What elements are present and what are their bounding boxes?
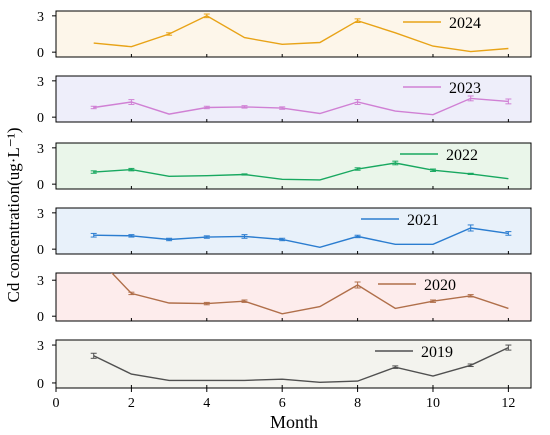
legend-label-2022: 2022 (446, 147, 478, 164)
y-tick-label: 0 (37, 111, 44, 126)
panel-2020: 0 3 2020 (37, 272, 532, 325)
series-line (93, 346, 509, 384)
x-tick-label: 6 (279, 396, 286, 411)
panels-group: 0 3 2024 0 3 2023 0 3 2022 0 3 2021 0 3 2020 0 3 2019 (37, 10, 532, 392)
y-tick-label: 3 (37, 274, 44, 289)
y-tick-label: 0 (37, 243, 44, 258)
y-tick-label: 3 (37, 142, 44, 157)
x-tick-label: 10 (426, 396, 440, 411)
y-tick-label: 0 (37, 178, 44, 193)
y-tick-label: 3 (37, 10, 44, 25)
panel-2021: 0 3 2021 (37, 207, 532, 258)
panel-2022: 0 3 2022 (37, 142, 532, 193)
y-tick-label: 0 (37, 377, 44, 392)
x-axis-label: Month (270, 412, 318, 432)
panel-background (55, 207, 532, 255)
panel-2019: 0 3 2019 (37, 339, 532, 392)
legend-label-2024: 2024 (449, 15, 481, 32)
series-line (111, 273, 509, 315)
y-axis-label: Cd concentration(ug·L⁻¹) (4, 127, 23, 302)
panel-2023: 0 3 2023 (37, 75, 532, 126)
panel-background (55, 142, 532, 190)
y-tick-label: 0 (37, 310, 44, 325)
x-axis: 0 2 4 6 8 10 12 (53, 388, 515, 411)
legend-label-2021: 2021 (407, 212, 439, 229)
y-tick-label: 0 (37, 46, 44, 61)
x-tick-label: 12 (501, 396, 515, 411)
panel-2024: 0 3 2024 (37, 10, 532, 61)
legend-label-2023: 2023 (449, 80, 481, 97)
series-2021 (90, 224, 512, 249)
series-2019 (90, 344, 512, 384)
panel-background (55, 272, 532, 322)
series-2020 (111, 273, 509, 315)
panel-background (55, 75, 532, 123)
y-tick-label: 3 (37, 207, 44, 222)
legend-label-2020: 2020 (424, 277, 456, 294)
series-line (93, 97, 509, 116)
x-tick-label: 8 (354, 396, 361, 411)
x-tick-label: 0 (53, 396, 60, 411)
y-tick-label: 3 (37, 339, 44, 354)
x-tick-label: 4 (203, 396, 210, 411)
series-2023 (90, 95, 512, 116)
series-2022 (90, 160, 509, 181)
series-line (93, 227, 509, 249)
x-tick-label: 2 (128, 396, 135, 411)
series-line (93, 162, 509, 181)
series-line (93, 15, 509, 53)
legend-label-2019: 2019 (421, 344, 453, 361)
series-2024 (93, 13, 509, 53)
y-tick-label: 3 (37, 75, 44, 90)
